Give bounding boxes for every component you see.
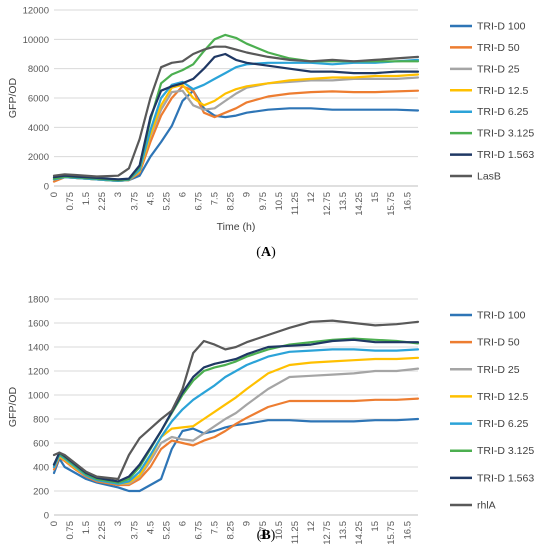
x-tick-label: 9 — [242, 521, 253, 526]
legend-label: TRI-D 50 — [477, 337, 520, 349]
y-tick-label: 10000 — [23, 35, 49, 46]
y-tick-label: 1600 — [28, 319, 49, 330]
x-tick-label: 4.5 — [145, 192, 156, 205]
y-tick-label: 1400 — [28, 343, 49, 354]
x-tick-label: 12.75 — [322, 192, 333, 216]
y-tick-label: 1000 — [28, 391, 49, 402]
x-tick-label: 3.75 — [129, 192, 140, 211]
panel-label: (A) — [256, 245, 276, 260]
y-tick-label: 0 — [44, 511, 49, 522]
legend-label: rhlA — [477, 500, 496, 512]
x-tick-label: 5.25 — [161, 521, 172, 540]
x-tick-label: 15.75 — [386, 521, 397, 545]
y-tick-label: 400 — [33, 463, 49, 474]
series-line-tri-d-100 — [52, 417, 420, 493]
y-tick-label: 0 — [44, 182, 49, 193]
x-tick-label: 6.75 — [194, 521, 205, 540]
legend-label: TRI-D 3.125 — [477, 445, 534, 457]
x-tick-label: 6 — [177, 192, 188, 197]
x-tick-label: 0.75 — [65, 192, 76, 211]
y-tick-label: 6000 — [28, 94, 49, 105]
x-tick-label: 6.75 — [194, 192, 205, 211]
x-tick-label: 13.5 — [338, 521, 349, 540]
x-tick-label: 12.75 — [322, 521, 333, 545]
legend-label: TRI-D 12.5 — [477, 391, 529, 403]
x-tick-label: 0 — [49, 521, 60, 526]
x-tick-label: 11.25 — [290, 192, 301, 215]
x-tick-label: 1.5 — [81, 521, 92, 534]
x-tick-label: 3 — [113, 521, 124, 526]
x-tick-label: 15.75 — [386, 192, 397, 216]
y-axis-label: GFP/OD — [7, 386, 19, 427]
legend-label: TRI-D 12.5 — [477, 85, 529, 97]
series-line-rhla — [52, 319, 420, 481]
x-tick-label: 9.75 — [258, 192, 269, 211]
x-tick-label: 7.5 — [210, 192, 221, 205]
y-tick-label: 800 — [33, 415, 49, 426]
y-tick-label: 600 — [33, 439, 49, 450]
series-line-tri-d-6-25 — [52, 348, 420, 485]
series-line-tri-d-100 — [52, 89, 420, 182]
x-tick-label: 4.5 — [145, 521, 156, 534]
x-tick-label: 10.5 — [274, 521, 285, 540]
x-tick-label: 0 — [49, 192, 60, 197]
x-tick-label: 13.5 — [338, 192, 349, 211]
x-tick-label: 2.25 — [97, 192, 108, 211]
x-tick-label: 12 — [306, 521, 317, 532]
legend-label: TRI-D 25 — [477, 63, 520, 75]
chart-a: 0 2000 4000 6000 8000 10000 12000 0 0.75 1.5 2.25 3… — [7, 6, 534, 261]
x-tick-label: 5.25 — [161, 192, 172, 211]
y-tick-label: 4000 — [28, 123, 49, 134]
legend-label: TRI-D 25 — [477, 364, 520, 376]
x-tick-label: 3.75 — [129, 521, 140, 540]
x-axis-label: Time (h) — [217, 221, 256, 233]
x-tick-label: 1.5 — [81, 192, 92, 205]
legend-label: TRI-D 6.25 — [477, 106, 529, 118]
y-tick-label: 1800 — [28, 295, 49, 306]
series-line-lasb — [52, 45, 420, 178]
legend-label: TRI-D 50 — [477, 42, 520, 54]
x-tick-label: 12 — [306, 192, 317, 203]
y-tick-label: 8000 — [28, 64, 49, 75]
panel-label: (B) — [257, 528, 276, 543]
y-tick-label: 200 — [33, 487, 49, 498]
chart-b: 0 200 400 600 800 1000 1200 1400 1600 1800 0 0.75 1.… — [7, 295, 534, 545]
x-tick-label: 2.25 — [97, 521, 108, 540]
x-tick-label: 8.25 — [226, 192, 237, 211]
x-tick-label: 9 — [242, 192, 253, 197]
y-tick-label: 1200 — [28, 367, 49, 378]
legend-label: TRI-D 3.125 — [477, 128, 534, 140]
x-tick-label: 15 — [370, 192, 381, 203]
legend-label: LasB — [477, 171, 501, 183]
legend-label: TRI-D 6.25 — [477, 418, 529, 430]
x-tick-label: 15 — [370, 521, 381, 532]
y-axis-label: GFP/OD — [7, 77, 19, 118]
panel-letter: B — [261, 528, 270, 543]
x-tick-label: 16.5 — [402, 521, 413, 540]
legend-label: TRI-D 100 — [477, 310, 526, 322]
x-tick-label: 8.25 — [226, 521, 237, 540]
y-tick-label: 12000 — [23, 6, 49, 17]
legend-label: TRI-D 100 — [477, 21, 526, 33]
x-tick-label: 9.75 — [258, 521, 269, 540]
x-tick-label: 10.5 — [274, 192, 285, 211]
x-tick-label: 7.5 — [210, 521, 221, 534]
x-tick-label: 14.25 — [354, 521, 365, 545]
x-tick-label: 3 — [113, 192, 124, 197]
series-line-tri-d-50 — [52, 85, 420, 183]
series-line-tri-d-1-563 — [52, 52, 420, 181]
x-tick-label: 14.25 — [354, 192, 365, 216]
y-tick-label: 2000 — [28, 152, 49, 163]
legend-label: TRI-D 1.563 — [477, 149, 534, 161]
x-tick-label: 6 — [177, 521, 188, 526]
x-tick-label: 11.25 — [290, 521, 301, 544]
series-line-tri-d-50 — [52, 397, 420, 487]
x-tick-label: 16.5 — [402, 192, 413, 211]
legend-label: TRI-D 1.563 — [477, 472, 534, 484]
panel-letter: A — [261, 245, 272, 260]
x-tick-label: 0.75 — [65, 521, 76, 540]
